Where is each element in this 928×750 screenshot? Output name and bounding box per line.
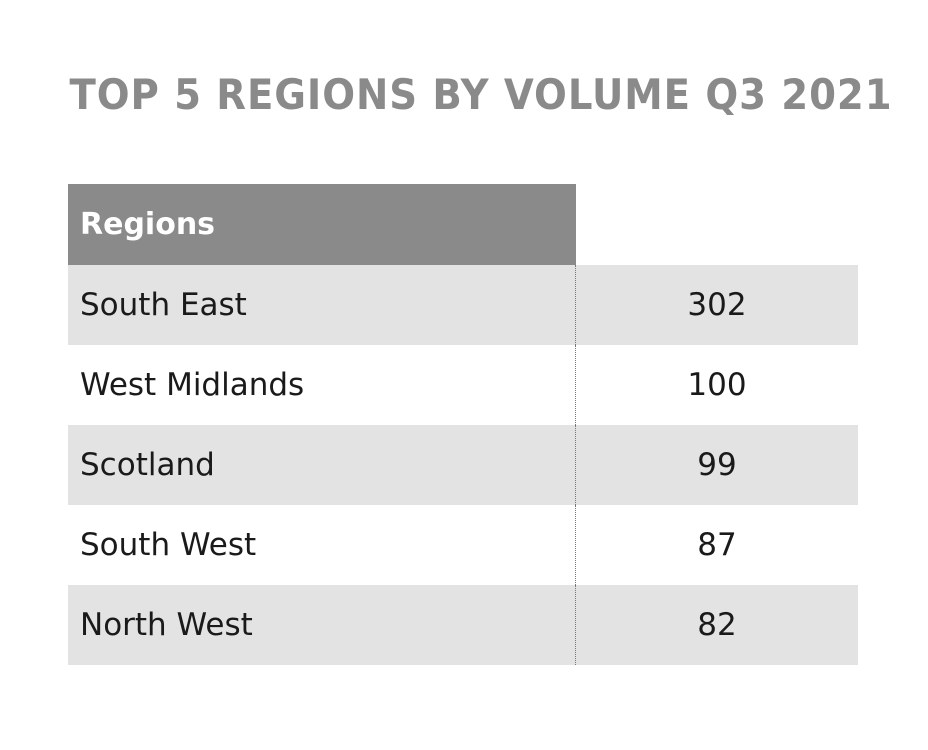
table-row: South West 87 (68, 505, 858, 585)
region-cell: West Midlands (68, 345, 576, 425)
value-cell: 99 (697, 447, 737, 483)
column-header-regions: Regions (68, 184, 576, 265)
region-cell: South East (68, 265, 576, 345)
value-cell: 302 (687, 287, 747, 323)
region-cell: South West (68, 505, 576, 585)
value-cell: 100 (687, 367, 747, 403)
table-title: TOP 5 REGIONS BY VOLUME Q3 2021 (69, 70, 893, 119)
column-header-value (576, 184, 858, 265)
value-cell: 82 (697, 607, 737, 643)
table-row: South East 302 (68, 265, 858, 345)
region-cell: Scotland (68, 425, 576, 505)
table-row: Scotland 99 (68, 425, 858, 505)
value-cell: 87 (697, 527, 737, 563)
table-row: West Midlands 100 (68, 345, 858, 425)
table-header-row: Regions (68, 184, 858, 265)
region-cell: North West (68, 585, 576, 665)
regions-table: Regions South East 302 West Midlands 100… (68, 184, 858, 665)
table-row: North West 82 (68, 585, 858, 665)
